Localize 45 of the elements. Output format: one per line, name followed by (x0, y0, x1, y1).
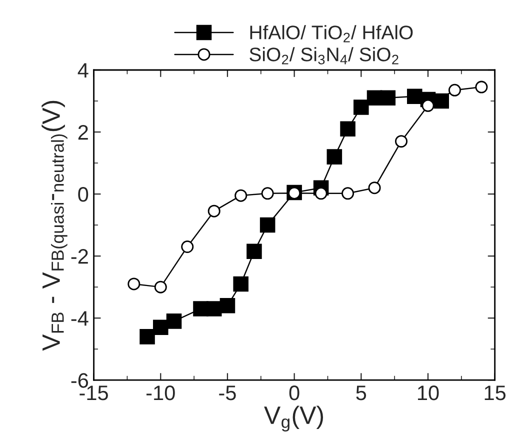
point (220, 298, 236, 314)
x-tick-label: -15 (80, 386, 108, 400)
point (166, 314, 182, 329)
point (193, 301, 208, 316)
point (260, 217, 276, 233)
point (140, 329, 155, 344)
point (368, 182, 381, 194)
point (233, 276, 248, 292)
x-tick-label: -5 (219, 386, 236, 400)
y-tick-label: -2 (71, 249, 88, 264)
x-axis-title: V$_{g}$(V) (264, 406, 324, 432)
x-tick-label: 10 (418, 386, 439, 400)
y-tick-label: -4 (71, 311, 88, 326)
y-tick-label: -6 (71, 373, 88, 388)
y-tick-label: 0 (78, 187, 88, 202)
point (261, 187, 274, 200)
point (326, 149, 342, 164)
y-tick-label: 4 (78, 63, 88, 78)
y-axis-title: V$_{FB}$ - V$_{FB(quasi}$-$_{neutral)}$(V) (42, 100, 68, 351)
legend-label: SiO$_{2}$/ Si$_{3}$N$_{4}$/ SiO$_{2}$ (250, 47, 398, 64)
point (434, 93, 449, 109)
point (181, 240, 194, 253)
point (448, 84, 461, 96)
point (380, 90, 396, 106)
point (128, 278, 140, 290)
point (422, 99, 434, 112)
point (395, 135, 408, 148)
point (208, 204, 220, 218)
point (406, 88, 422, 104)
point (234, 189, 248, 202)
y-tick-label: 2 (78, 125, 88, 140)
point (342, 187, 354, 200)
point (206, 301, 222, 316)
x-tick-label: -10 (146, 386, 175, 400)
point (354, 100, 369, 115)
x-tick-label: 5 (356, 386, 366, 400)
point (154, 280, 167, 294)
point (340, 121, 356, 137)
point (246, 244, 262, 260)
point (314, 187, 328, 200)
x-tick-label: 0 (289, 386, 300, 400)
point (152, 320, 168, 336)
x-tick-label: 15 (484, 386, 506, 400)
legend-label: HfAlO/ TiO$_{2}$/ HfAlO (250, 25, 413, 42)
point (475, 80, 488, 94)
